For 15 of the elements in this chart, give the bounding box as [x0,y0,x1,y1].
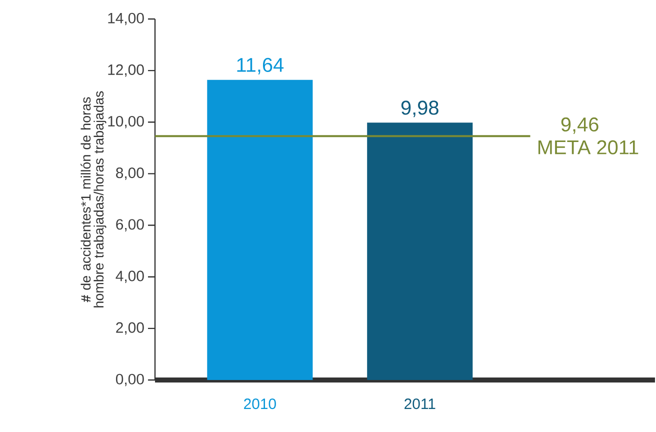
ref-line-label: META 2011 [538,140,638,154]
y-tick-label: 10,00 [108,116,144,128]
x-tick-label: 2011 [404,398,436,410]
y-tick-label: 4,00 [116,270,144,284]
data-label: 11,64 [237,58,284,74]
y-tick-label: 0,00 [116,374,144,386]
y-tick-label: 2,00 [116,322,144,335]
y-tick-label: 6,00 [116,219,144,232]
y-tick-label: 8,00 [116,168,144,180]
y-tick-label: 12,00 [108,64,144,77]
data-label: 9,98 [401,100,438,118]
y-tick-label: 14,00 [108,12,144,26]
y-axis-title: # de accidentes*1 millón de horas hombre trabajadas/horas trabajadas [80,91,106,308]
x-tick-label: 2010 [244,398,276,410]
text: 9,46 [561,117,598,134]
